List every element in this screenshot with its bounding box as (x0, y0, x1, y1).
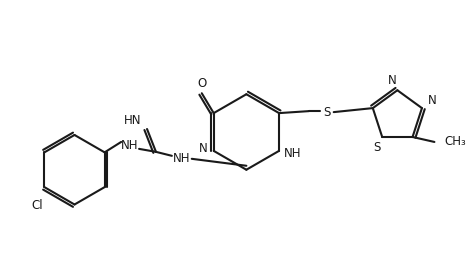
Text: HN: HN (125, 113, 142, 127)
Text: NH: NH (173, 152, 190, 165)
Text: N: N (388, 74, 397, 87)
Text: N: N (428, 94, 436, 107)
Text: S: S (323, 106, 330, 119)
Text: Cl: Cl (31, 199, 43, 212)
Text: S: S (374, 141, 381, 154)
Text: O: O (197, 77, 206, 90)
Text: CH₃: CH₃ (444, 135, 466, 148)
Text: NH: NH (284, 147, 302, 160)
Text: NH: NH (120, 139, 138, 152)
Text: N: N (199, 142, 208, 155)
